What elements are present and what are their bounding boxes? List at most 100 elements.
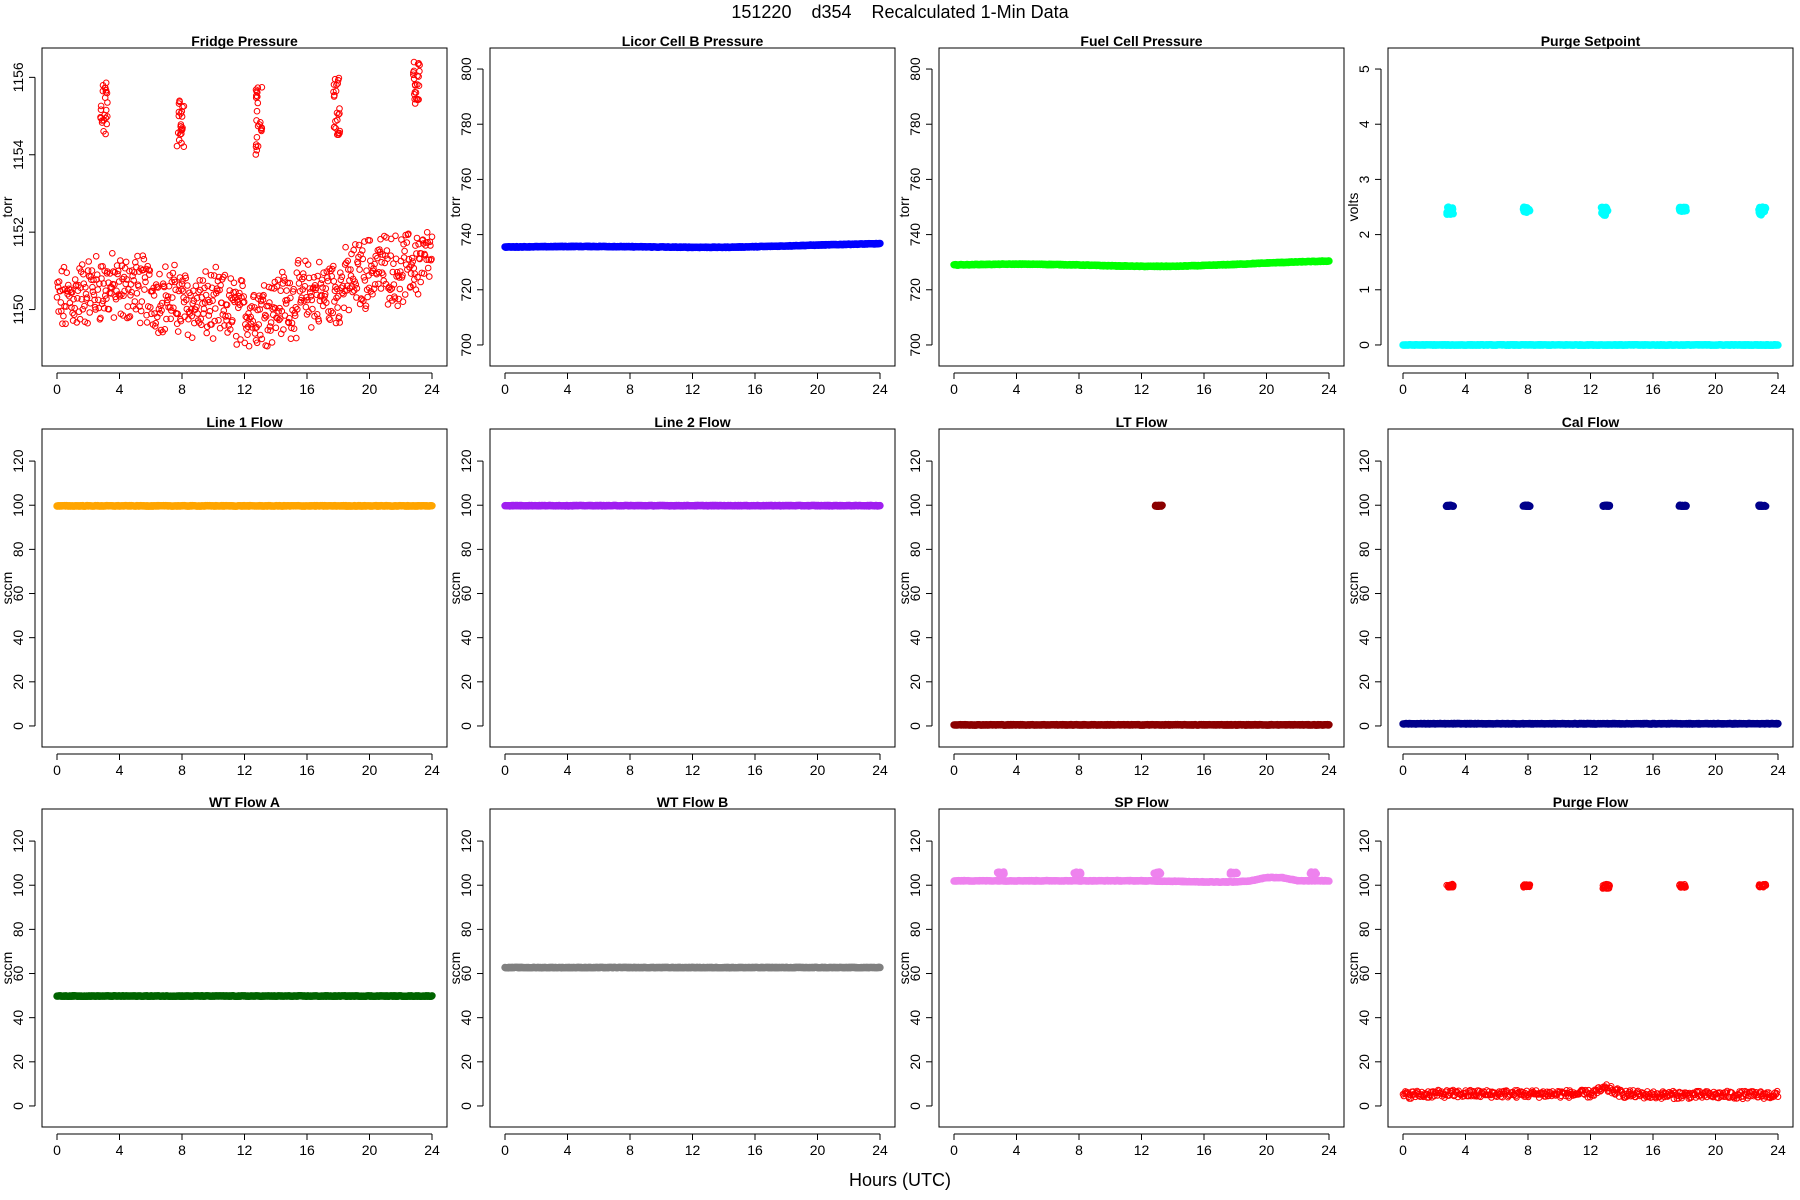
- data-point: [354, 260, 362, 268]
- data-point: [212, 263, 220, 271]
- data-point: [413, 250, 420, 257]
- y-tick-label: 20: [10, 1054, 26, 1070]
- data-point: [274, 315, 281, 322]
- data-point: [222, 313, 229, 320]
- data-point: [105, 306, 113, 313]
- data-point: [82, 284, 89, 291]
- panel-title: Purge Setpoint: [1541, 33, 1641, 49]
- data-point: [132, 259, 139, 266]
- data-point: [383, 247, 391, 254]
- data-point: [217, 282, 224, 289]
- y-tick-label: 0: [10, 722, 26, 730]
- data-point: [342, 243, 349, 251]
- x-tick-label: 16: [299, 381, 315, 397]
- data-point: [188, 334, 196, 342]
- excursion-point: [336, 127, 344, 135]
- data-point: [233, 341, 240, 348]
- data-point: [275, 308, 282, 315]
- data-point: [418, 250, 425, 257]
- data-point: [135, 283, 142, 290]
- x-tick-label: 0: [950, 381, 958, 397]
- data-point: [399, 298, 407, 306]
- data-point: [92, 306, 99, 313]
- plot-frame: [1387, 428, 1794, 748]
- data-point: [107, 290, 115, 297]
- y-tick-label: 0: [1356, 722, 1372, 730]
- data-point: [326, 316, 334, 324]
- data-point: [205, 312, 213, 319]
- data-point: [83, 294, 91, 302]
- data-point: [154, 284, 162, 291]
- excursion-point: [1755, 502, 1764, 510]
- data-point: [400, 240, 407, 248]
- data-point: [1774, 719, 1782, 728]
- y-tick-label: 780: [458, 112, 474, 136]
- data-point: [245, 342, 253, 350]
- data-point: [337, 276, 345, 284]
- data-point: [405, 230, 412, 238]
- data-point: [198, 321, 205, 329]
- x-tick-label: 8: [178, 381, 186, 397]
- y-tick-label: 0: [907, 722, 923, 730]
- data-point: [90, 276, 97, 284]
- y-tick-label: 780: [907, 112, 923, 136]
- x-tick-label: 24: [424, 762, 440, 778]
- x-tick-label: 24: [1321, 762, 1337, 778]
- y-tick-label: 80: [1356, 541, 1372, 557]
- y-tick-label: 1154: [10, 139, 26, 169]
- x-tick-label: 12: [1583, 381, 1599, 397]
- data-point: [325, 315, 333, 322]
- data-point: [106, 270, 114, 277]
- data-point: [161, 283, 168, 291]
- data-point: [377, 235, 384, 243]
- data-point: [147, 304, 154, 311]
- data-point: [85, 258, 92, 265]
- y-tick-label: 0: [1356, 341, 1372, 349]
- panel-title: WT Flow A: [209, 794, 280, 810]
- data-point: [158, 307, 165, 314]
- data-point: [294, 260, 302, 267]
- data-point: [224, 312, 232, 320]
- data-point: [74, 295, 81, 302]
- plot-frame: [489, 47, 896, 367]
- data-point: [116, 293, 124, 300]
- data-point: [220, 273, 227, 281]
- y-tick-label: 5: [1356, 65, 1372, 73]
- data-point: [387, 252, 395, 259]
- excursion-point: [411, 91, 418, 98]
- data-point: [212, 305, 219, 312]
- data-point: [306, 285, 314, 292]
- excursion-point: [252, 143, 260, 151]
- data-point: [319, 284, 326, 291]
- y-axis-title: sccm: [447, 572, 463, 605]
- data-point: [325, 308, 332, 315]
- y-axis-title: volts: [1345, 193, 1361, 222]
- data-point: [423, 256, 430, 264]
- data-point: [338, 273, 346, 281]
- excursion-point: [179, 126, 186, 133]
- y-tick-label: 40: [1356, 630, 1372, 646]
- data-point: [127, 292, 134, 299]
- data-point: [284, 279, 292, 287]
- excursion-point: [100, 128, 107, 135]
- data-point: [114, 270, 121, 278]
- data-point: [267, 319, 275, 326]
- data-point: [200, 305, 208, 313]
- data-point: [412, 242, 419, 249]
- data-point: [193, 294, 201, 302]
- data-point: [299, 270, 307, 277]
- data-point: [259, 296, 267, 304]
- data-point: [285, 319, 293, 327]
- data-point: [153, 283, 161, 291]
- x-tick-label: 4: [116, 381, 124, 397]
- data-point: [195, 319, 203, 326]
- y-tick-label: 40: [10, 630, 26, 646]
- excursion-point: [336, 105, 343, 112]
- data-point: [292, 304, 300, 311]
- data-point: [264, 326, 272, 334]
- data-point: [207, 271, 215, 279]
- data-point: [208, 284, 216, 292]
- data-point: [423, 229, 431, 236]
- data-point: [304, 261, 312, 268]
